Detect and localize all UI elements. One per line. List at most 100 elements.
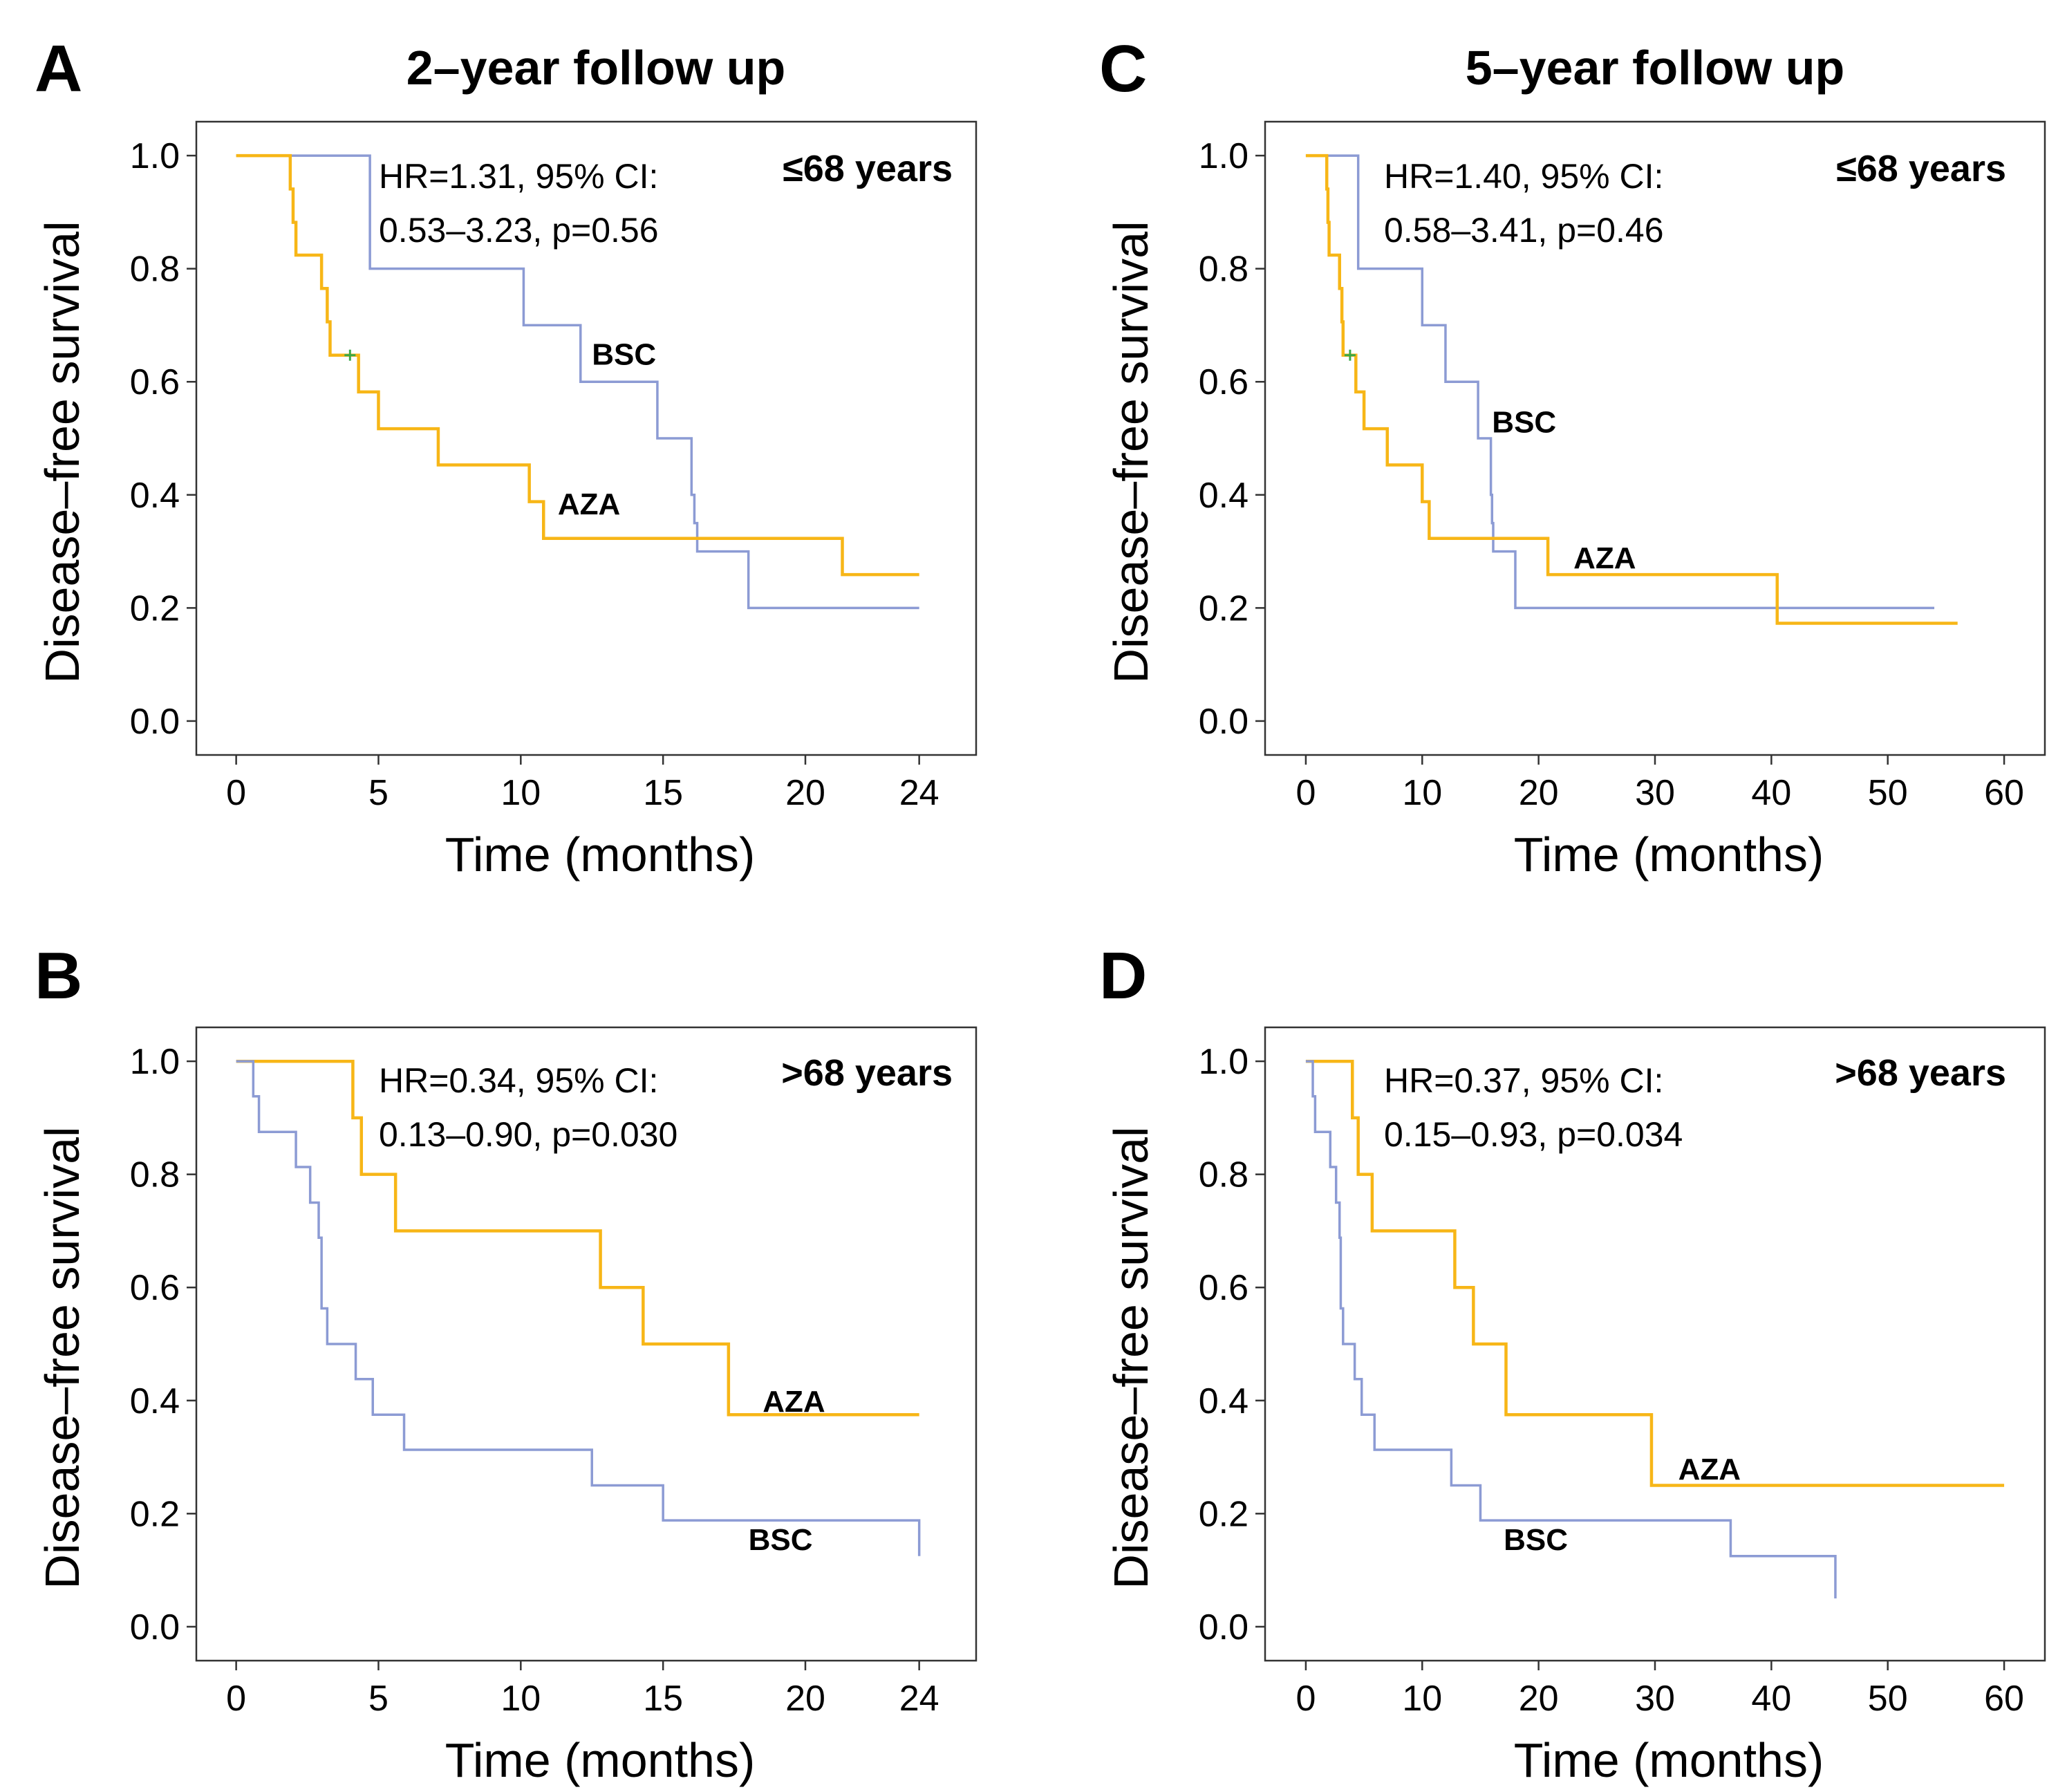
panel-c: C 0.0 0.2 0.4 0.6 0.8 1.0 0 10 20 30 40 50 60 Time (m… xyxy=(1099,32,2046,881)
y-tick-label: 0.2 xyxy=(1199,588,1248,628)
panel-d: D 0.0 0.2 0.4 0.6 0.8 1.0 0 10 20 30 40 50 60 Time (m… xyxy=(1099,939,2046,1787)
age-group-label: >68 years xyxy=(1835,1052,2006,1094)
panel-a: A 0.0 0.2 0.4 0.6 0.8 1.0 0 5 10 15 20 24 Time (mont… xyxy=(35,32,978,881)
y-tick-label: 1.0 xyxy=(130,136,180,176)
panel-letter-c: C xyxy=(1099,32,1147,106)
x-tick-label: 24 xyxy=(899,773,939,813)
y-axis-label: Disease–free survival xyxy=(1104,221,1158,683)
bsc-series-label: BSC xyxy=(1492,405,1556,439)
x-tick-label: 30 xyxy=(1635,773,1675,813)
x-tick-label: 0 xyxy=(226,773,246,813)
x-axis-label: Time (months) xyxy=(1514,828,1824,881)
x-tick-label: 24 xyxy=(899,1679,939,1719)
x-tick-label: 10 xyxy=(501,773,541,813)
x-tick-label: 10 xyxy=(1402,773,1442,813)
y-axis-label: Disease–free survival xyxy=(1104,1126,1158,1589)
panel-letter-b: B xyxy=(35,939,82,1013)
y-tick-label: 0.8 xyxy=(130,1155,180,1195)
aza-series-label: AZA xyxy=(558,487,620,521)
y-tick-label: 0.6 xyxy=(130,1268,180,1308)
bsc-survival-curve xyxy=(236,154,919,610)
x-tick-label: 30 xyxy=(1635,1679,1675,1719)
x-tick-label: 20 xyxy=(785,1679,825,1719)
bsc-survival-curve xyxy=(236,1060,921,1556)
bsc-series-label: BSC xyxy=(592,337,656,371)
hazard-ratio-annotation: 0.15–0.93, p=0.034 xyxy=(1384,1115,1683,1154)
column-title-right: 5–year follow up xyxy=(1466,41,1844,95)
x-tick-label: 10 xyxy=(1402,1679,1442,1719)
y-axis-label: Disease–free survival xyxy=(35,1126,89,1589)
aza-series-label: AZA xyxy=(1678,1453,1741,1486)
plot-frame xyxy=(195,120,978,756)
bsc-series-label: BSC xyxy=(1504,1523,1568,1557)
x-tick-label: 0 xyxy=(1296,1679,1316,1719)
y-tick-label: 0.4 xyxy=(1199,1381,1248,1421)
y-tick-label: 0.6 xyxy=(1199,1268,1248,1308)
y-tick-label: 0.4 xyxy=(1199,476,1248,516)
x-tick-label: 20 xyxy=(1519,773,1559,813)
x-tick-label: 0 xyxy=(226,1679,246,1719)
panel-letter-d: D xyxy=(1099,939,1147,1013)
hazard-ratio-annotation: HR=0.34, 95% CI: xyxy=(379,1061,658,1100)
y-tick-label: 1.0 xyxy=(1199,1042,1248,1082)
x-tick-label: 5 xyxy=(368,773,389,813)
y-tick-label: 0.6 xyxy=(1199,362,1248,402)
plot-frame xyxy=(195,1026,978,1662)
x-axis-label: Time (months) xyxy=(445,1733,756,1787)
x-tick-label: 40 xyxy=(1751,1679,1791,1719)
x-tick-label: 10 xyxy=(501,1679,541,1719)
censor-mark xyxy=(344,349,356,361)
x-tick-label: 50 xyxy=(1868,1679,1908,1719)
x-tick-label: 60 xyxy=(1984,773,2024,813)
y-tick-label: 0.2 xyxy=(130,588,180,628)
bsc-survival-curve xyxy=(1305,1060,1837,1599)
hazard-ratio-annotation: 0.58–3.41, p=0.46 xyxy=(1384,211,1664,250)
x-tick-label: 20 xyxy=(1519,1679,1559,1719)
aza-series-label: AZA xyxy=(763,1385,825,1419)
hazard-ratio-annotation: 0.53–3.23, p=0.56 xyxy=(379,211,659,250)
y-tick-label: 0.2 xyxy=(1199,1494,1248,1534)
x-axis-label: Time (months) xyxy=(445,828,756,881)
x-tick-label: 5 xyxy=(368,1679,389,1719)
x-axis-label: Time (months) xyxy=(1514,1733,1824,1787)
y-tick-label: 0.0 xyxy=(130,1607,180,1648)
aza-survival-curve xyxy=(1305,1059,2005,1487)
bsc-series-label: BSC xyxy=(749,1523,813,1557)
y-tick-label: 0.4 xyxy=(130,1381,180,1421)
x-tick-label: 15 xyxy=(643,773,683,813)
y-tick-label: 1.0 xyxy=(130,1042,180,1082)
bsc-survival-curve xyxy=(1305,154,1935,610)
column-title-left: 2–year follow up xyxy=(406,41,785,95)
panel-letter-a: A xyxy=(35,32,82,106)
y-tick-label: 0.8 xyxy=(1199,250,1248,290)
y-tick-label: 0.8 xyxy=(130,250,180,290)
x-tick-label: 40 xyxy=(1751,773,1791,813)
y-axis-label: Disease–free survival xyxy=(35,221,89,683)
aza-survival-curve xyxy=(236,1059,919,1417)
y-tick-label: 0.0 xyxy=(1199,702,1248,742)
age-group-label: ≤68 years xyxy=(1836,148,2006,189)
hazard-ratio-annotation: HR=0.37, 95% CI: xyxy=(1384,1061,1663,1100)
aza-series-label: AZA xyxy=(1573,541,1636,575)
y-tick-label: 0.4 xyxy=(130,476,180,516)
x-tick-label: 60 xyxy=(1984,1679,2024,1719)
y-tick-label: 1.0 xyxy=(1199,136,1248,176)
y-tick-label: 0.6 xyxy=(130,362,180,402)
panel-b: B 0.0 0.2 0.4 0.6 0.8 1.0 0 5 10 15 20 24 Time (mont… xyxy=(35,939,978,1787)
x-tick-label: 0 xyxy=(1296,773,1316,813)
censor-mark xyxy=(1344,349,1356,361)
x-tick-label: 50 xyxy=(1868,773,1908,813)
age-group-label: >68 years xyxy=(781,1052,953,1094)
age-group-label: ≤68 years xyxy=(783,148,953,189)
y-tick-label: 0.0 xyxy=(130,702,180,742)
y-tick-label: 0.2 xyxy=(130,1494,180,1534)
y-tick-label: 0.0 xyxy=(1199,1607,1248,1648)
hazard-ratio-annotation: 0.13–0.90, p=0.030 xyxy=(379,1115,677,1154)
x-tick-label: 15 xyxy=(643,1679,683,1719)
hazard-ratio-annotation: HR=1.40, 95% CI: xyxy=(1384,157,1663,196)
x-tick-label: 20 xyxy=(785,773,825,813)
y-tick-label: 0.8 xyxy=(1199,1155,1248,1195)
hazard-ratio-annotation: HR=1.31, 95% CI: xyxy=(379,157,658,196)
aza-survival-curve xyxy=(1305,153,1958,625)
